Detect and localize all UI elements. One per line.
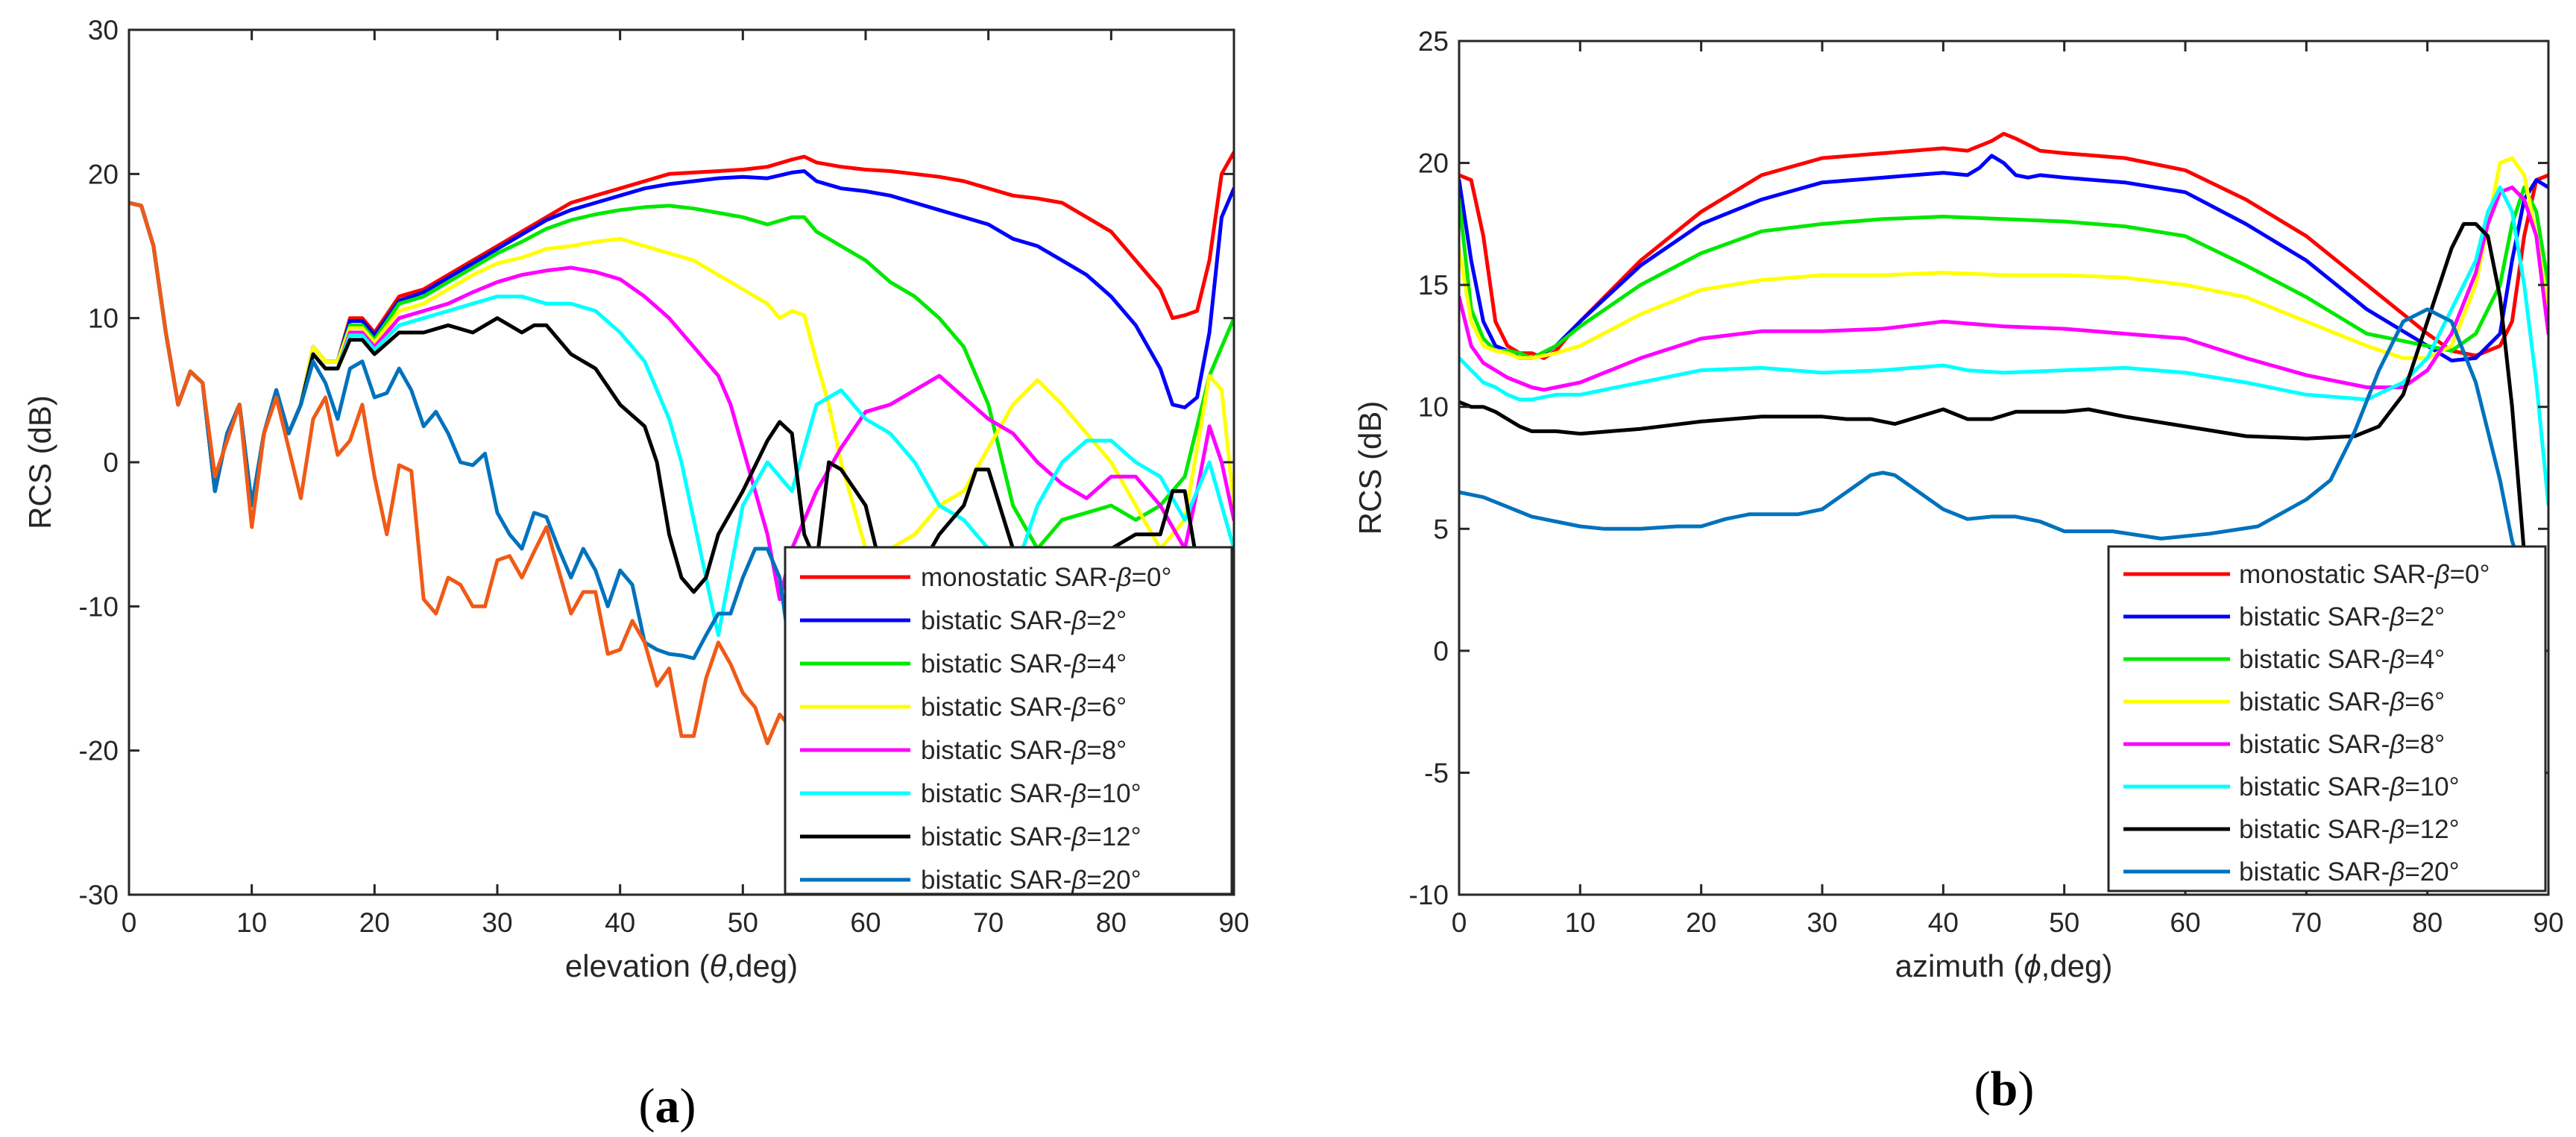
chart-a-xtick-label-1: 10 xyxy=(236,907,267,938)
chart-a-ytick-label-0: -30 xyxy=(79,880,119,910)
chart-b-ytick-label-3: 5 xyxy=(1433,514,1449,544)
chart-b-xtick-label-0: 0 xyxy=(1452,907,1467,938)
chart-b-legend-label-4: bistatic SAR-β=8° xyxy=(2239,730,2445,759)
chart-b-legend-label-7: bistatic SAR-β=20° xyxy=(2239,857,2460,886)
chart-b-xtick-label-8: 80 xyxy=(2412,907,2443,938)
chart-a-legend: monostatic SAR-β=0° bistatic SAR-β=2° bist… xyxy=(784,546,1233,895)
chart-a-legend-label-5: bistatic SAR-β=10° xyxy=(921,779,1141,808)
chart-b-ytick-label-6: 20 xyxy=(1418,148,1449,179)
chart-b-xtick-label-1: 10 xyxy=(1565,907,1596,938)
chart-a-xtick-label-9: 90 xyxy=(1218,907,1249,938)
chart-b-legend-label-0: monostatic SAR-β=0° xyxy=(2239,560,2490,589)
chart-panel-a: 0 10 20 30 40 50 60 70 80 90 -30 -20 -10 0 10 20 30 eleva… xyxy=(22,15,1250,983)
chart-a-ytick-label-6: 30 xyxy=(88,15,119,45)
chart-b-series-0 xyxy=(1459,131,2548,360)
chart-a-ytick-label-4: 10 xyxy=(88,303,119,334)
chart-a-series-8 xyxy=(129,201,807,746)
chart-b-series-5 xyxy=(1459,185,2548,507)
chart-a-xtick-label-8: 80 xyxy=(1096,907,1127,938)
chart-a-xtick-label-6: 60 xyxy=(850,907,881,938)
chart-a-ytick-label-3: 0 xyxy=(103,447,119,478)
chart-b-legend-label-3: bistatic SAR-β=6° xyxy=(2239,687,2445,716)
chart-b-xtick-label-4: 40 xyxy=(1928,907,1959,938)
chart-b-series-6 xyxy=(1459,221,2526,555)
chart-b-axes-box xyxy=(1458,40,2550,896)
chart-b-legend-label-6: bistatic SAR-β=12° xyxy=(2239,815,2460,844)
chart-a-legend-label-1: bistatic SAR-β=2° xyxy=(921,606,1127,635)
chart-b-xtick-label-9: 90 xyxy=(2533,907,2563,938)
chart-a-legend-label-2: bistatic SAR-β=4° xyxy=(921,649,1127,678)
caption-a: (a) xyxy=(639,1079,696,1133)
chart-a-xtick-label-7: 70 xyxy=(973,907,1004,938)
chart-a-xlabel: elevation (θ,deg) xyxy=(565,948,798,983)
caption-b: (b) xyxy=(1974,1062,2035,1116)
chart-a-xtick-label-4: 40 xyxy=(605,907,635,938)
chart-b-ytick-label-5: 15 xyxy=(1418,270,1449,300)
chart-a-xtick-label-0: 0 xyxy=(122,907,137,938)
chart-a-legend-label-3: bistatic SAR-β=6° xyxy=(921,693,1127,722)
chart-b-ytick-label-2: 0 xyxy=(1433,636,1449,667)
chart-b-legend-label-2: bistatic SAR-β=4° xyxy=(2239,645,2445,674)
chart-b-ytick-label-4: 10 xyxy=(1418,392,1449,423)
chart-a-ytick-label-1: -20 xyxy=(79,736,119,766)
chart-b-xtick-label-5: 50 xyxy=(2049,907,2079,938)
chart-b-series-7 xyxy=(1459,307,2526,580)
chart-a-xtick-label-3: 30 xyxy=(482,907,512,938)
chart-b-xtick-label-2: 20 xyxy=(1686,907,1716,938)
chart-b-xtick-label-6: 60 xyxy=(2170,907,2200,938)
chart-b-ylabel: RCS (dB) xyxy=(1352,401,1388,535)
chart-b-series-4 xyxy=(1459,185,2548,392)
chart-b-legend-label-5: bistatic SAR-β=10° xyxy=(2239,772,2460,801)
chart-a-ylabel: RCS (dB) xyxy=(22,395,57,529)
chart-a-legend-label-0: monostatic SAR-β=0° xyxy=(921,563,1172,592)
chart-b-series-2 xyxy=(1459,185,2548,360)
chart-a-xtick-label-5: 50 xyxy=(728,907,758,938)
chart-panel-b: 0 10 20 30 40 50 60 70 80 90 -10 -5 0 5 10 15 20 25 azimut… xyxy=(1352,26,2564,983)
chart-b-legend-label-1: bistatic SAR-β=2° xyxy=(2239,602,2445,632)
chart-a-ytick-label-2: -10 xyxy=(79,591,119,622)
chart-b-ytick-label-0: -10 xyxy=(1409,880,1449,910)
chart-a-ytick-label-5: 20 xyxy=(88,159,119,189)
chart-b-ytick-label-7: 25 xyxy=(1418,26,1449,57)
chart-b-ytick-label-1: -5 xyxy=(1424,758,1449,788)
chart-b-series-group xyxy=(1459,131,2548,580)
chart-b-legend-box xyxy=(2107,545,2547,892)
chart-b-legend: monostatic SAR-β=0° bistatic SAR-β=2° bist… xyxy=(2107,545,2547,892)
chart-a-legend-label-6: bistatic SAR-β=12° xyxy=(921,822,1141,851)
chart-b-xlabel: azimuth (ϕ,deg) xyxy=(1895,948,2113,983)
chart-a-xtick-label-2: 20 xyxy=(359,907,390,938)
chart-b-xtick-label-3: 30 xyxy=(1807,907,1837,938)
chart-b-xtick-label-7: 70 xyxy=(2291,907,2322,938)
chart-a-legend-label-7: bistatic SAR-β=20° xyxy=(921,866,1141,895)
chart-a-legend-label-4: bistatic SAR-β=8° xyxy=(921,736,1127,765)
